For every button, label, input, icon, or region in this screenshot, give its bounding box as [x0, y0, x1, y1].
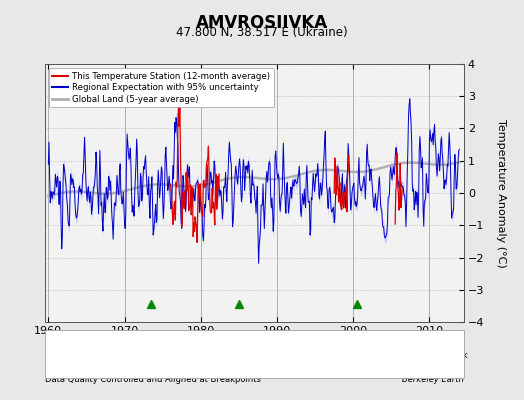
Text: Berkeley Earth: Berkeley Earth	[402, 375, 464, 384]
Text: Empirical Break: Empirical Break	[399, 352, 467, 360]
Text: Data Quality Controlled and Aligned at Breakpoints: Data Quality Controlled and Aligned at B…	[45, 375, 260, 384]
Text: AMVROSIIVKA: AMVROSIIVKA	[196, 14, 328, 32]
Text: Station Move: Station Move	[59, 352, 116, 360]
Text: 47.800 N, 38.517 E (Ukraine): 47.800 N, 38.517 E (Ukraine)	[176, 26, 348, 39]
Legend: This Temperature Station (12-month average), Regional Expectation with 95% uncer: This Temperature Station (12-month avera…	[49, 68, 274, 107]
Text: Time of Obs. Change: Time of Obs. Change	[268, 352, 359, 360]
Y-axis label: Temperature Anomaly (°C): Temperature Anomaly (°C)	[496, 119, 506, 267]
Text: Record Gap: Record Gap	[163, 352, 214, 360]
